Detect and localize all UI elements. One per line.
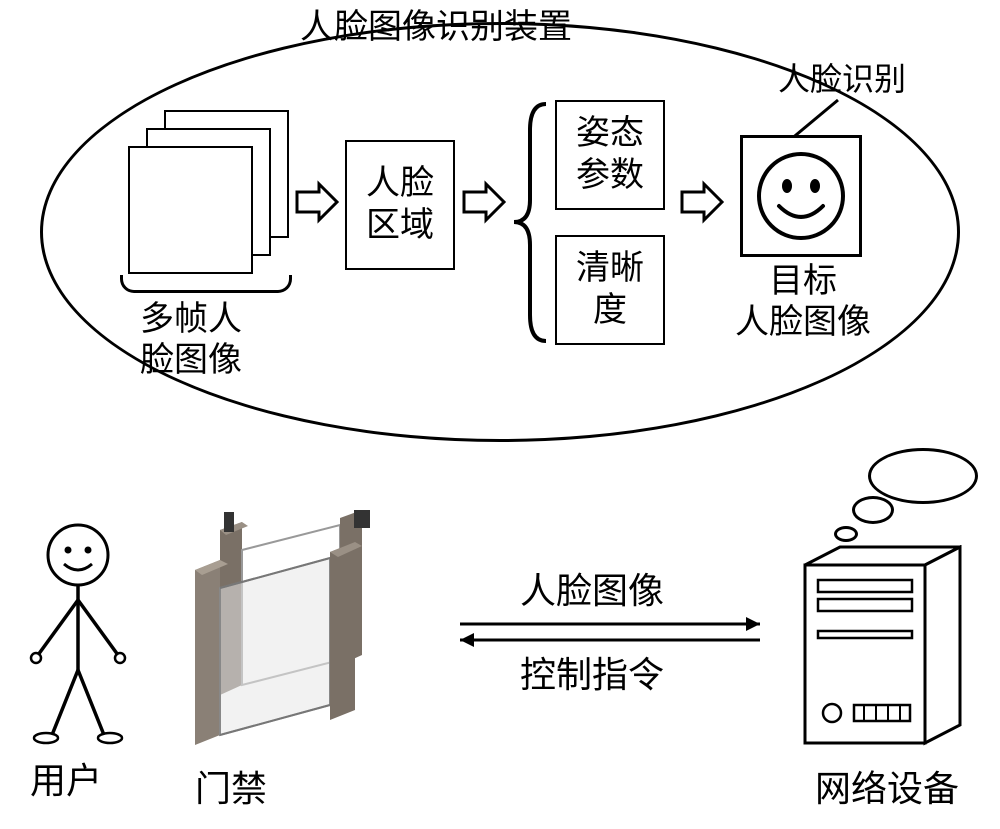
server-icon bbox=[790, 545, 975, 763]
arrow-3 bbox=[680, 180, 724, 224]
face-image-label: 人脸图像 bbox=[520, 570, 664, 613]
arrow-1 bbox=[295, 180, 339, 224]
frames-stack bbox=[128, 110, 308, 280]
face-region-box: 人脸 区域 bbox=[345, 140, 455, 270]
double-arrow bbox=[440, 614, 780, 650]
curly-brace bbox=[510, 100, 550, 345]
gate-label: 门禁 bbox=[195, 768, 267, 811]
pose-box: 姿态 参数 bbox=[555, 100, 665, 210]
user-icon bbox=[20, 520, 135, 750]
face-region-label: 人脸 区域 bbox=[366, 163, 434, 248]
pose-label: 姿态 参数 bbox=[576, 113, 644, 198]
frames-label: 多帧人 脸图像 bbox=[140, 300, 242, 382]
recognition-label: 人脸识别 bbox=[778, 60, 906, 98]
frames-under-brace bbox=[120, 275, 292, 293]
target-label: 目标 人脸图像 bbox=[735, 262, 871, 344]
arrow-2 bbox=[462, 180, 506, 224]
server-label: 网络设备 bbox=[815, 768, 959, 811]
ellipse-title: 人脸图像识别装置 bbox=[300, 8, 572, 49]
target-face-frame bbox=[740, 135, 862, 257]
user-label: 用户 bbox=[30, 760, 102, 803]
clarity-label: 清晰 度 bbox=[576, 248, 644, 333]
clarity-box: 清晰 度 bbox=[555, 235, 665, 345]
gate-icon bbox=[150, 510, 430, 750]
smiley-icon bbox=[753, 148, 849, 244]
command-label: 控制指令 bbox=[520, 654, 664, 697]
